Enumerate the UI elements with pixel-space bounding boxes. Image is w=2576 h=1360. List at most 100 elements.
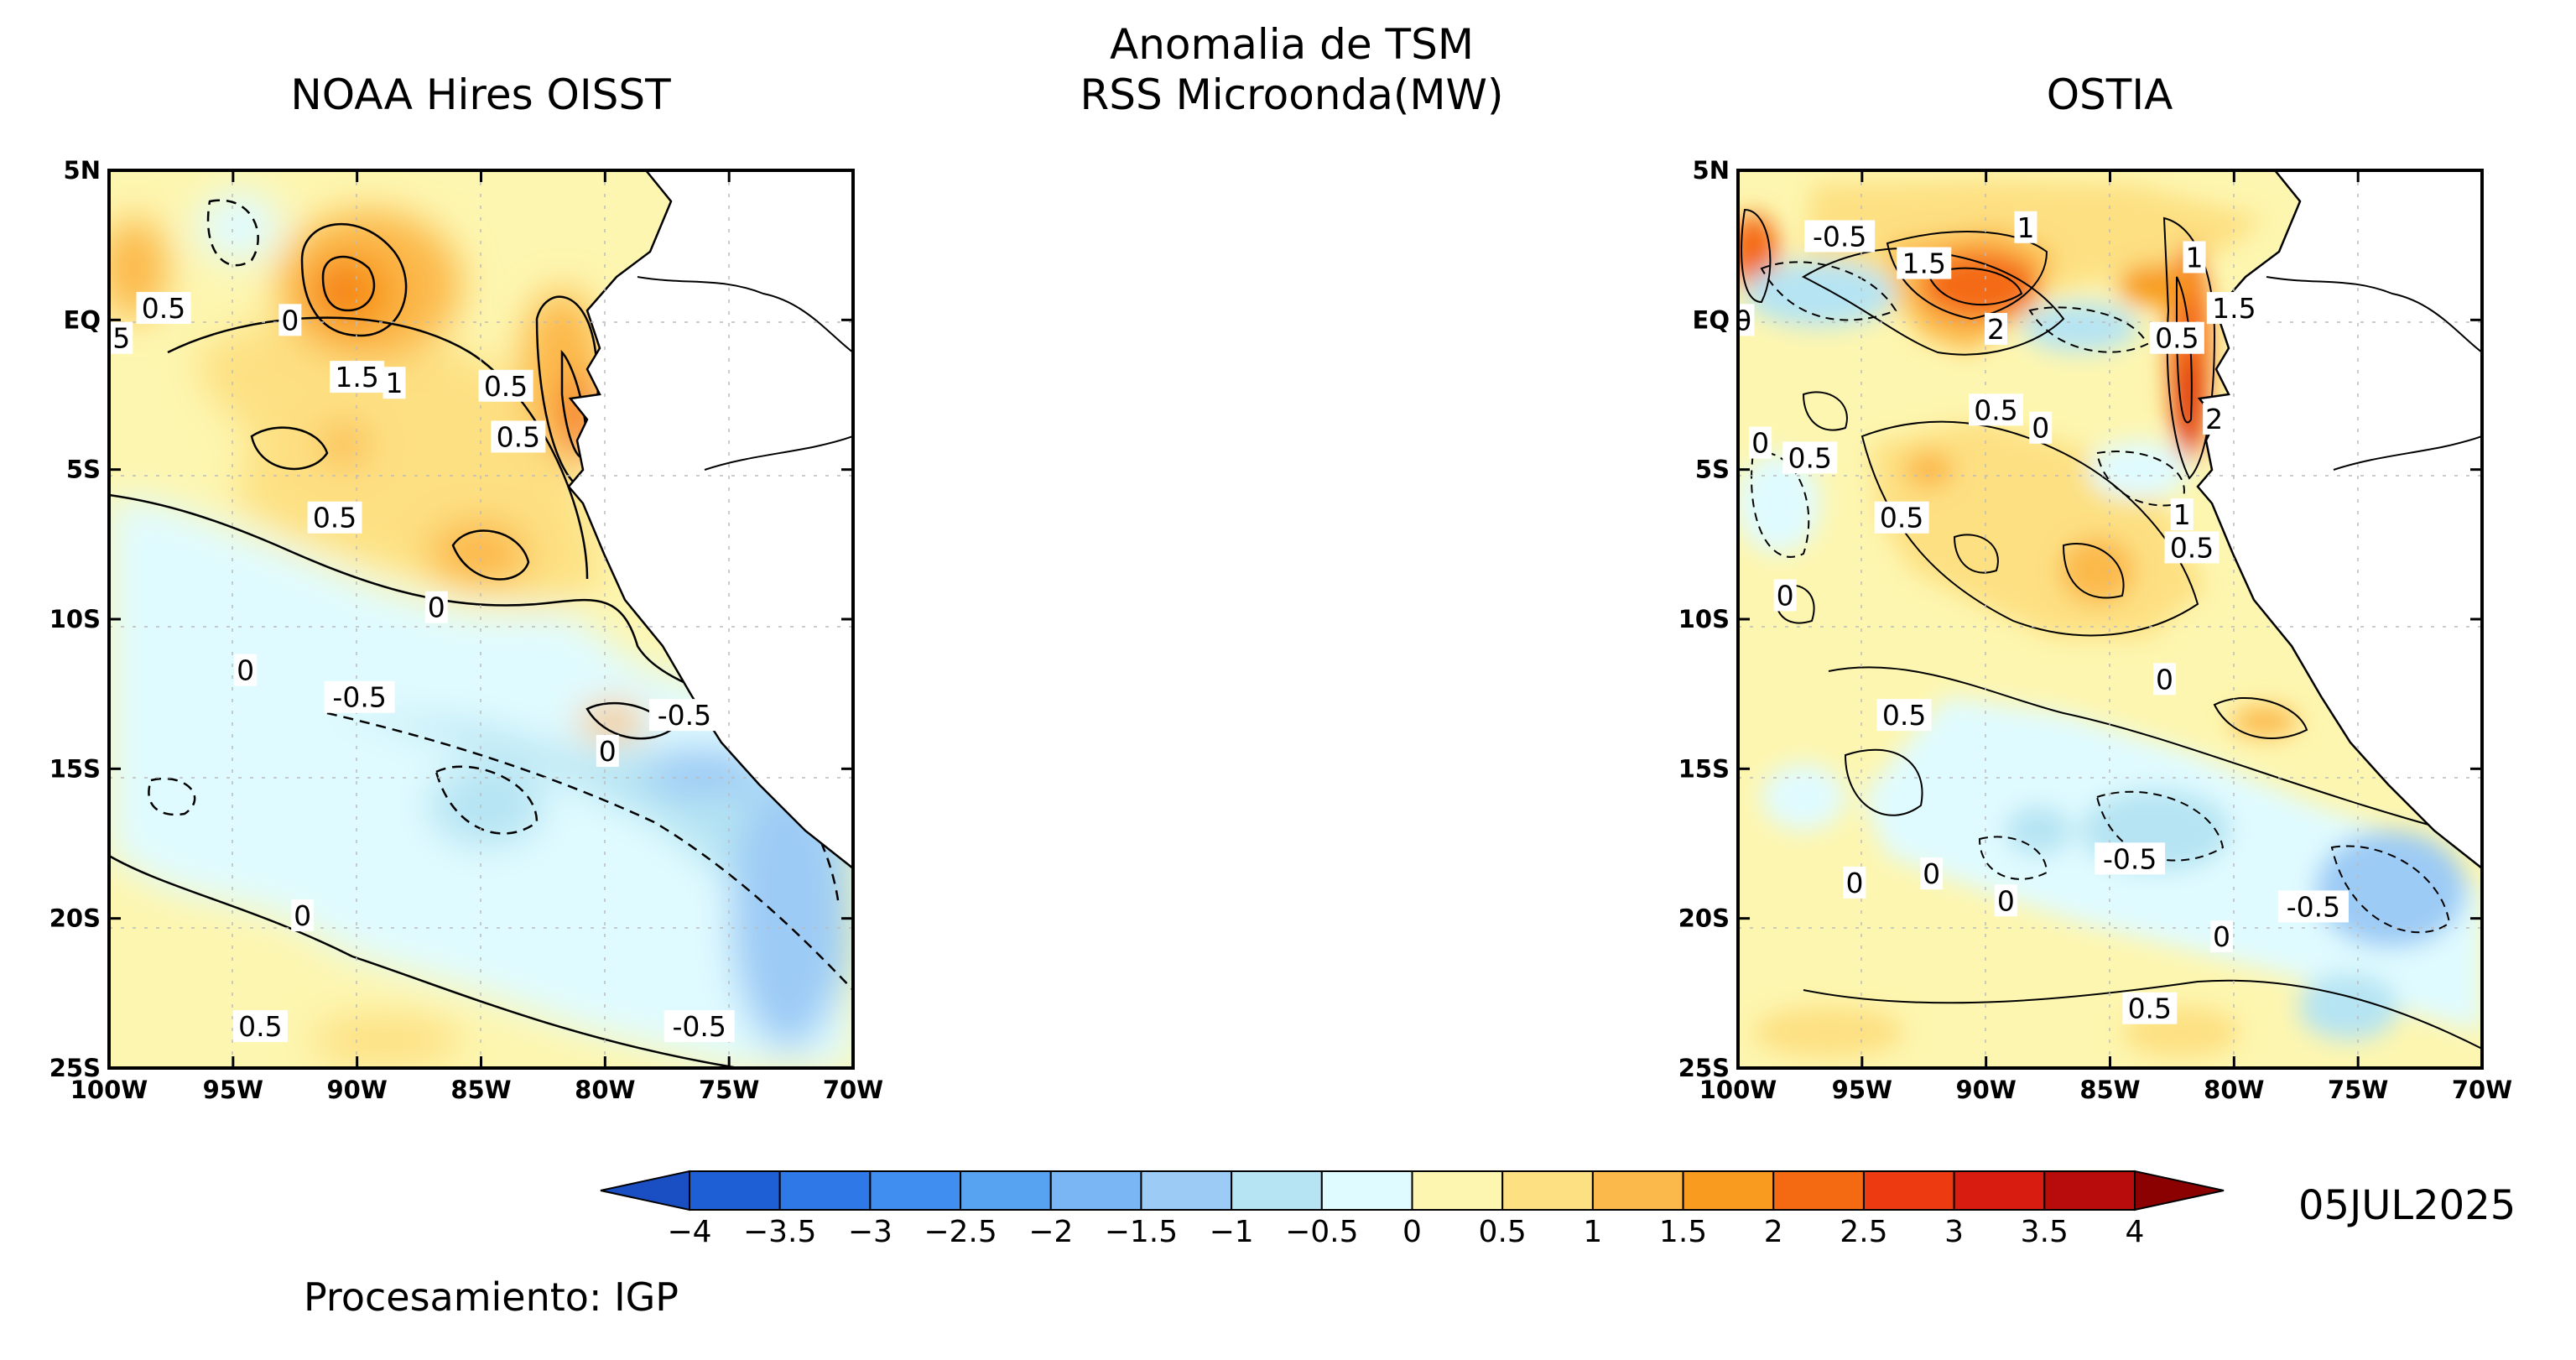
colorbar-segment <box>1953 1170 2046 1211</box>
colorbar-segment <box>1501 1170 1594 1211</box>
colorbar-segment <box>689 1170 781 1211</box>
contour-label-bg <box>596 734 619 767</box>
colorbar-tick-label: 0 <box>1402 1215 1422 1249</box>
contour-label: 0.5 <box>1882 699 1926 732</box>
contour-label: 0.5 <box>497 420 540 453</box>
contour-labels: -0.5 11.5 11.50 2 0.50.50 20 0.50.5 10.5000.5-0… <box>1738 211 2349 1025</box>
contour-label: 2 <box>2205 403 2223 435</box>
main-title-line1: Anomalia de TSM <box>1110 20 1474 69</box>
colorbar-left-arrow <box>600 1170 690 1211</box>
x-tick-label: 100W <box>70 1076 148 1104</box>
contour-label-bg <box>1876 699 1932 732</box>
contour-label: 0.5 <box>484 370 528 403</box>
colorbar-tick-label: −3.5 <box>743 1215 816 1249</box>
y-tick-label: 15S <box>1678 754 1730 783</box>
contour-label: 0 <box>1751 427 1769 460</box>
panel-title: NOAA Hires OISST <box>290 70 671 119</box>
contour-label: 0 <box>294 899 311 932</box>
contour-label-bg <box>1804 220 1876 253</box>
contour-label-bg <box>664 1010 735 1043</box>
contour-label-bg <box>478 369 533 402</box>
contour-label: 1.5 <box>2212 292 2256 325</box>
contour-label-bg <box>1897 247 1952 279</box>
x-tick-label: 85W <box>450 1076 511 1104</box>
contour-label-bg <box>424 591 448 623</box>
contour-label-bg <box>2029 411 2053 444</box>
contour-label: 0 <box>1923 857 1940 890</box>
colorbar-tick-label: 2 <box>1764 1215 1783 1249</box>
contour-label: 0 <box>237 654 254 687</box>
contour-label: 0 <box>599 735 617 768</box>
colorbar-right-arrow <box>2134 1170 2225 1211</box>
contour-label-bg <box>1994 884 2017 917</box>
contour-label: 1 <box>2173 498 2191 531</box>
contour-label: -0.5 <box>658 699 711 732</box>
contour-label: 1.5 <box>1902 248 1946 280</box>
colorbar-segment <box>1591 1170 1684 1211</box>
y-tick-label: 10S <box>49 605 101 633</box>
y-tick-label: 5N <box>1693 156 1730 185</box>
colorbar: −4 −3.5 −3 −2.5 −2 −1.5 −1 −0.5 0 0.5 1 1.5 2 2.5 3 3.5… <box>600 1170 2225 1249</box>
colorbar-segment <box>1682 1170 1775 1211</box>
contour-label-bg <box>1874 501 1929 534</box>
y-tick-label: 10S <box>1678 605 1730 633</box>
contour-label: 1.5 <box>335 361 378 393</box>
colorbar-tick-label: −3 <box>848 1215 892 1249</box>
contour-label-bg <box>291 899 315 932</box>
contour-label-bg <box>1984 313 2007 346</box>
y-tick-label: 25S <box>49 1054 101 1082</box>
colorbar-segment <box>1049 1170 1142 1211</box>
contour-label: 0.5 <box>142 292 185 325</box>
contour-label-bg <box>234 654 258 686</box>
colorbar-tick-label: −1 <box>1210 1215 1254 1249</box>
colorbar-tick-label: 4 <box>2126 1215 2145 1249</box>
contour-label: 0 <box>2213 920 2230 953</box>
colorbar-segment <box>2043 1170 2136 1211</box>
contour-label-bg <box>1968 393 2023 426</box>
colorbar-tick-label: 1.5 <box>1659 1215 1707 1249</box>
contour-label: 0 <box>1997 884 2015 917</box>
contour-label-bg <box>324 680 395 713</box>
y-tick-label: 20S <box>1678 904 1730 933</box>
y-tick-label: 20S <box>49 904 101 933</box>
contour-label-bg <box>232 1010 288 1043</box>
grid-lines <box>109 170 853 1068</box>
contour-label: 0.5 <box>2128 993 2172 1025</box>
contour-label: 0 <box>428 591 445 624</box>
contour-label-bg <box>2277 890 2349 923</box>
contour-label-bg <box>491 420 546 453</box>
colorbar-tick-label: 3 <box>1944 1215 1964 1249</box>
y-tick-label: 5S <box>1695 456 1730 484</box>
contour-label-bg <box>278 304 302 336</box>
y-tick-label: EQ <box>64 305 101 334</box>
colorbar-segment <box>1231 1170 1323 1211</box>
colorbar-tick-label: −2 <box>1028 1215 1073 1249</box>
contour-label: -0.5 <box>2287 890 2340 923</box>
contour-label-bg <box>382 367 406 399</box>
contour-label: 0.5 <box>1880 502 1923 534</box>
x-tick-label: 70W <box>2452 1076 2512 1104</box>
colorbar-tick-label: 2.5 <box>1840 1215 1887 1249</box>
contour-label-bg <box>2149 321 2204 354</box>
colorbar-segment <box>1772 1170 1865 1211</box>
contour-labels: 0.5 0 5 1.5 1 0.5 0.5 0.5 0 0 -0.5 -0.5 0 0 0.5 -0.5 <box>110 292 735 1043</box>
x-tick-label: 75W <box>699 1076 759 1104</box>
contour-label: 0 <box>2156 663 2173 696</box>
contour-label-bg <box>330 361 385 393</box>
colorbar-tick-label: 3.5 <box>2021 1215 2069 1249</box>
y-tick-label: 25S <box>1678 1054 1730 1082</box>
contour-label: 0 <box>2032 412 2049 445</box>
colorbar-segment <box>960 1170 1052 1211</box>
contour-label-bg <box>307 501 362 534</box>
contour-label: 5 <box>112 322 130 355</box>
x-tick-label: 90W <box>326 1076 387 1104</box>
panel-title: OSTIA <box>2047 70 2173 119</box>
y-tick-label: EQ <box>1693 305 1730 334</box>
contour-lines <box>109 199 853 1068</box>
contour-label: 0.5 <box>1974 393 2017 426</box>
date-label: 05JUL2025 <box>2298 1182 2516 1229</box>
colorbar-tick-label: 1 <box>1583 1215 1602 1249</box>
contour-label: -0.5 <box>1813 220 1866 253</box>
contour-label-bg <box>1782 441 1838 474</box>
